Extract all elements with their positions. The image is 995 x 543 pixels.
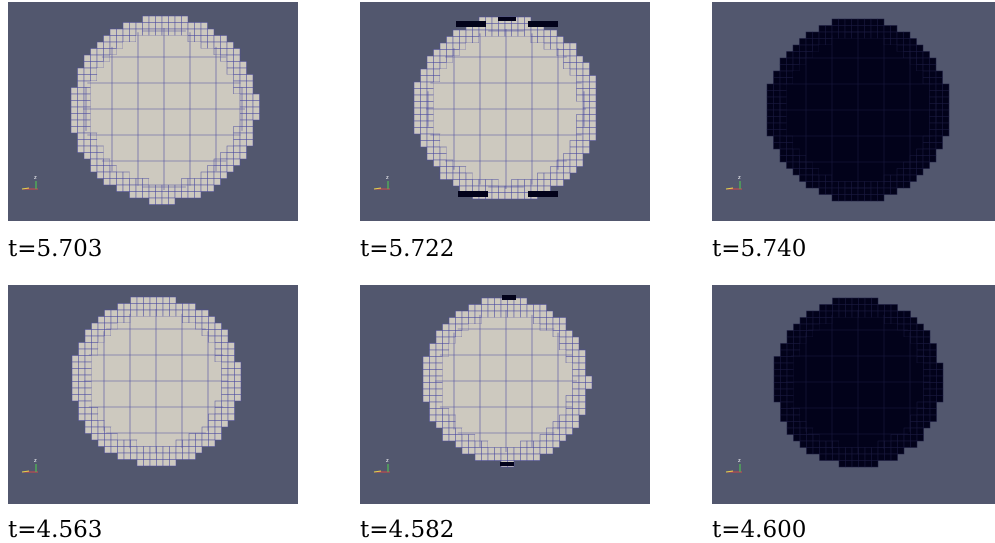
droplet-render: z (373, 16, 597, 200)
axes-triad-icon: z (725, 175, 742, 190)
mesh-grid (84, 309, 228, 453)
time-caption: t=4.563 (8, 517, 103, 543)
droplet-body (766, 18, 950, 202)
droplet-body (413, 16, 597, 200)
droplet-render: z (373, 295, 593, 473)
axis-z-label: z (34, 175, 37, 181)
droplet-render: z (21, 15, 260, 205)
mesh-grid (426, 29, 586, 189)
axes-triad-icon: z (21, 458, 38, 473)
droplet-body (70, 15, 260, 205)
droplet-render: z (725, 18, 950, 202)
droplet-body (422, 297, 593, 468)
sim-panel-5: z (360, 285, 650, 504)
axis-z-label: z (34, 458, 37, 464)
time-caption: t=4.582 (360, 517, 455, 543)
axis-z-label: z (738, 458, 741, 464)
axes-triad-icon: z (725, 458, 742, 473)
sim-panel-1: z (8, 2, 298, 221)
edge-notches (500, 295, 516, 466)
time-caption: t=5.703 (8, 236, 103, 262)
droplet-render: z (21, 296, 242, 473)
time-caption: t=5.722 (360, 236, 455, 262)
sim-panel-4: z (8, 285, 298, 504)
sim-panel-6: z (712, 285, 995, 504)
axes-triad-icon: z (21, 175, 38, 190)
mesh-grid (435, 310, 577, 452)
mesh-grid (786, 310, 930, 454)
droplet-body (71, 296, 242, 467)
time-caption: t=5.740 (712, 236, 807, 262)
mesh-grid (83, 28, 245, 190)
axes-triad-icon: z (373, 458, 390, 473)
droplet-render: z (725, 297, 944, 473)
axis-z-label: z (738, 175, 741, 181)
edge-notches (456, 17, 558, 197)
droplet-body (773, 297, 944, 468)
sim-panel-3: z (712, 2, 995, 221)
axis-z-label: z (386, 458, 389, 464)
axis-z-label: z (386, 175, 389, 181)
axes-triad-icon: z (373, 175, 390, 190)
mesh-grid (779, 31, 937, 189)
sim-panel-2: z (360, 2, 650, 221)
time-caption: t=4.600 (712, 517, 807, 543)
